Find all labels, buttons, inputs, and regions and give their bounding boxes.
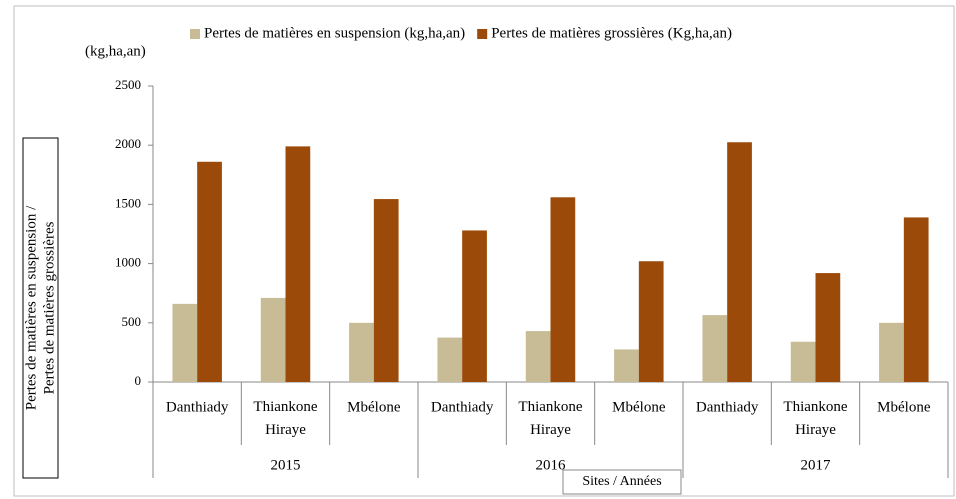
x-tick-label: Danthiady — [696, 399, 759, 415]
y-label: Pertes de matières en suspension / Perte… — [23, 205, 57, 410]
bar — [172, 303, 198, 382]
bar — [790, 341, 816, 382]
legend-swatch — [190, 29, 200, 39]
y-label-line: Pertes de matières en suspension / — [23, 205, 39, 410]
x-tick-label: Mbélone — [877, 399, 931, 415]
bar — [815, 273, 841, 382]
bar — [197, 161, 222, 382]
bar — [614, 349, 639, 382]
y-tick-label: 500 — [122, 314, 142, 329]
bar — [462, 230, 487, 382]
x-tick-label: Mbélone — [612, 399, 666, 415]
legend-swatch — [477, 29, 488, 39]
x-label: Sites / Années — [582, 474, 661, 489]
group-label: 2015 — [271, 457, 301, 473]
y-tick-label: 1500 — [115, 195, 141, 210]
x-tick-label: Thiankone Hiraye — [253, 399, 317, 438]
bar — [638, 261, 664, 382]
x-label-box — [562, 469, 682, 495]
x-tick-label: Danthiady — [166, 399, 229, 415]
chart-border — [13, 5, 955, 497]
x-tick-label: Danthiady — [431, 399, 494, 415]
x-tick-label: Thiankone Hiraye — [518, 399, 582, 438]
group-label: 2017 — [801, 457, 832, 473]
bar — [727, 142, 752, 382]
y-label-line: Pertes de matières grossières — [41, 221, 57, 394]
y-label-box — [22, 137, 59, 479]
x-tick-label: Mbélone — [347, 399, 401, 415]
y-tick-label: 2000 — [115, 136, 141, 151]
bar — [879, 322, 904, 382]
bar — [373, 199, 399, 382]
x-tick-label: Thiankone Hiraye — [783, 399, 847, 438]
bar — [550, 197, 576, 382]
bar — [702, 315, 728, 382]
bar — [349, 322, 374, 382]
bar — [525, 331, 551, 382]
legend-label: Pertes de matières en suspension (kg,ha,… — [204, 25, 465, 41]
bar — [903, 217, 929, 382]
y-tick-label: 0 — [135, 373, 142, 388]
group-label: 2016 — [536, 457, 567, 473]
y-tick-label: 2500 — [115, 77, 141, 92]
bar — [437, 337, 463, 382]
bar — [260, 297, 286, 382]
unit-label: (kg,ha,an) — [85, 43, 146, 59]
bar — [285, 146, 311, 382]
y-tick-label: 1000 — [115, 255, 141, 270]
legend-label: Pertes de matières grossières (Kg,ha,an) — [491, 25, 732, 41]
